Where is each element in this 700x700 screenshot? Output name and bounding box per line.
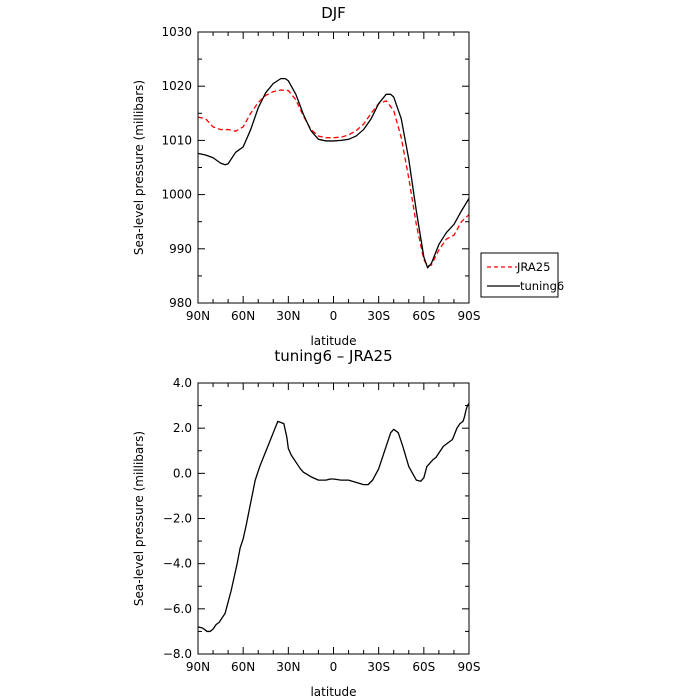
top-series-tuning6-line bbox=[197, 77, 470, 269]
legend: JRA25 tuning6 bbox=[480, 252, 564, 298]
bottom-x-tick-label: 0 bbox=[330, 660, 338, 674]
bottom-series-difference-line bbox=[197, 402, 470, 633]
top-y-tick-label: 990 bbox=[169, 242, 192, 256]
bottom-x-tick-label: 60N bbox=[231, 660, 255, 674]
top-x-tick-label: 90N bbox=[186, 309, 210, 323]
bottom-chart-xlabel: latitude bbox=[310, 685, 356, 699]
bottom-x-tick-label: 90N bbox=[186, 660, 210, 674]
top-chart-xlabel: latitude bbox=[310, 334, 356, 348]
top-chart: DJF 90N 60N 30N 0 30S 60S 90S 980 990 1000 1010 102… bbox=[132, 4, 564, 348]
top-x-tick-label: 30N bbox=[276, 309, 300, 323]
bottom-y-tick-label: −2.0 bbox=[163, 512, 192, 526]
top-x-tick-label: 30S bbox=[367, 309, 390, 323]
top-y-tick-label: 1030 bbox=[161, 25, 192, 39]
bottom-x-tick-label: 30S bbox=[367, 660, 390, 674]
legend-tuning6-label: tuning6 bbox=[520, 279, 564, 293]
top-y-tick-label: 980 bbox=[169, 296, 192, 310]
top-y-tick-label: 1010 bbox=[161, 133, 192, 147]
bottom-x-tick-label: 60S bbox=[412, 660, 435, 674]
top-y-tick-label: 1020 bbox=[161, 79, 192, 93]
legend-jra25-label: JRA25 bbox=[516, 260, 550, 274]
top-chart-title: DJF bbox=[321, 4, 346, 22]
top-x-tick-label: 60S bbox=[412, 309, 435, 323]
bottom-chart-ylabel: Sea-level pressure (millibars) bbox=[132, 431, 146, 606]
bottom-y-tick-label: 2.0 bbox=[173, 421, 192, 435]
top-chart-ylabel: Sea-level pressure (millibars) bbox=[132, 80, 146, 255]
bottom-chart-title: tuning6 – JRA25 bbox=[274, 347, 392, 365]
top-plot-frame bbox=[197, 31, 470, 304]
top-y-tick-label: 1000 bbox=[161, 188, 192, 202]
bottom-y-tick-label: 0.0 bbox=[173, 466, 192, 480]
bottom-plot-frame bbox=[197, 382, 470, 655]
bottom-chart: tuning6 – JRA25 90N 60N 30N 0 30S 60S 90S −8.0 −… bbox=[132, 347, 480, 699]
top-x-tick-label: 0 bbox=[330, 309, 338, 323]
bottom-y-tick-label: 4.0 bbox=[173, 376, 192, 390]
bottom-y-tick-label: −6.0 bbox=[163, 602, 192, 616]
top-x-tick-label: 60N bbox=[231, 309, 255, 323]
bottom-x-tick-label: 30N bbox=[276, 660, 300, 674]
bottom-y-tick-label: −8.0 bbox=[163, 647, 192, 661]
bottom-y-tick-label: −4.0 bbox=[163, 557, 192, 571]
top-x-tick-label: 90S bbox=[458, 309, 481, 323]
bottom-x-tick-label: 90S bbox=[458, 660, 481, 674]
top-series-jra25-line bbox=[197, 89, 470, 267]
legend-box bbox=[480, 252, 559, 298]
